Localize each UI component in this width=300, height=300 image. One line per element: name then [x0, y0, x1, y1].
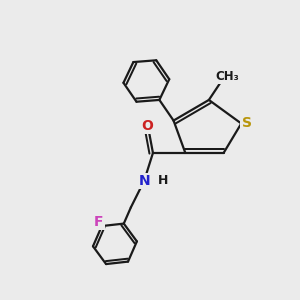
- Text: H: H: [158, 174, 168, 188]
- Text: S: S: [242, 116, 252, 130]
- Text: N: N: [138, 174, 150, 188]
- Text: O: O: [141, 119, 153, 133]
- Text: F: F: [94, 215, 104, 229]
- Text: CH₃: CH₃: [215, 70, 239, 83]
